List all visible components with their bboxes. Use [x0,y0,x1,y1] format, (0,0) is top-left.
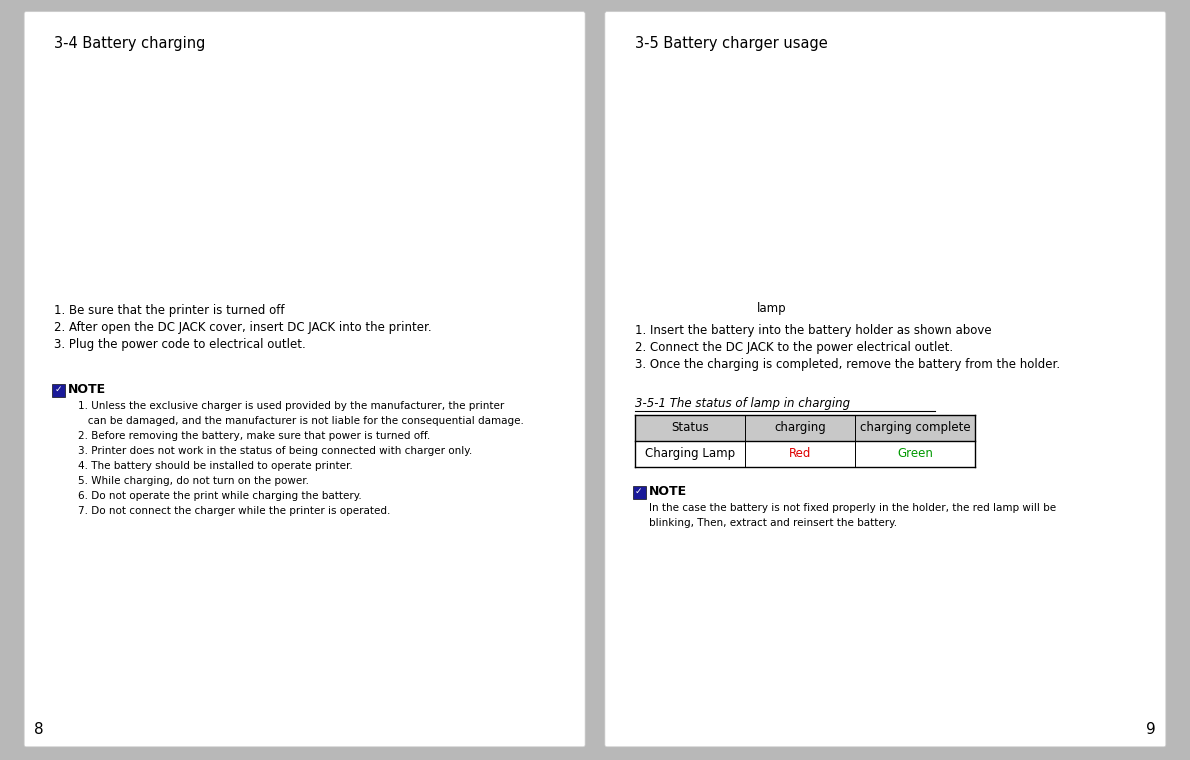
Text: 6. Do not operate the print while charging the battery.: 6. Do not operate the print while chargi… [79,491,362,501]
Text: charging complete: charging complete [859,421,970,434]
Text: Green: Green [897,447,933,461]
Text: 2. Before removing the battery, make sure that power is turned off.: 2. Before removing the battery, make sur… [79,431,431,441]
FancyBboxPatch shape [24,11,585,747]
Bar [633,486,646,499]
Text: 1. Be sure that the printer is turned off: 1. Be sure that the printer is turned of… [55,304,284,317]
Text: 5. While charging, do not turn on the power.: 5. While charging, do not turn on the po… [79,476,309,486]
Text: 2. After open the DC JACK cover, insert DC JACK into the printer.: 2. After open the DC JACK cover, insert … [55,321,432,334]
Text: 4. The battery should be installed to operate printer.: 4. The battery should be installed to op… [79,461,353,470]
Text: 8: 8 [35,722,44,736]
Bar [52,384,65,397]
Text: NOTE: NOTE [68,383,106,396]
Text: blinking, Then, extract and reinsert the battery.: blinking, Then, extract and reinsert the… [649,518,897,527]
Text: ✓: ✓ [55,385,62,394]
Text: 3. Plug the power code to electrical outlet.: 3. Plug the power code to electrical out… [55,337,306,350]
Text: lamp: lamp [757,302,787,315]
Text: 1. Unless the exclusive charger is used provided by the manufacturer, the printe: 1. Unless the exclusive charger is used … [79,401,505,410]
Text: 9: 9 [1146,722,1155,736]
Text: In the case the battery is not fixed properly in the holder, the red lamp will b: In the case the battery is not fixed pro… [649,502,1056,513]
Bar [635,415,975,441]
Text: can be damaged, and the manufacturer is not liable for the consequential damage.: can be damaged, and the manufacturer is … [79,416,524,426]
Text: Red: Red [789,447,812,461]
Text: ✓: ✓ [635,486,643,496]
Text: 3-5-1 The status of lamp in charging: 3-5-1 The status of lamp in charging [635,397,850,410]
Text: 3-4 Battery charging: 3-4 Battery charging [55,36,206,51]
Text: NOTE: NOTE [649,485,687,498]
Text: 3. Printer does not work in the status of being connected with charger only.: 3. Printer does not work in the status o… [79,445,472,456]
Text: Status: Status [671,421,709,434]
Text: Charging Lamp: Charging Lamp [645,447,735,461]
Text: 2. Connect the DC JACK to the power electrical outlet.: 2. Connect the DC JACK to the power elec… [635,340,953,353]
Text: charging: charging [774,421,826,434]
Text: 1. Insert the battery into the battery holder as shown above: 1. Insert the battery into the battery h… [635,324,991,337]
Text: 3-5 Battery charger usage: 3-5 Battery charger usage [635,36,828,51]
FancyBboxPatch shape [605,11,1166,747]
Text: 3. Once the charging is completed, remove the battery from the holder.: 3. Once the charging is completed, remov… [635,358,1060,371]
Text: 7. Do not connect the charger while the printer is operated.: 7. Do not connect the charger while the … [79,505,390,516]
